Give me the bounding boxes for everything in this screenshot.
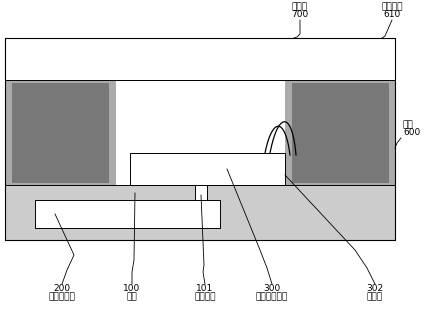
Text: 侧壁: 侧壁: [403, 120, 414, 129]
Text: 610: 610: [383, 10, 400, 19]
Text: 半导体激光器: 半导体激光器: [256, 292, 288, 301]
Bar: [5, 38, 395, 240]
Bar: [5, 80, 115, 185]
Text: 激光驱动器: 激光驱动器: [49, 292, 75, 301]
Text: 扩散板: 扩散板: [292, 2, 308, 11]
Text: 衬底: 衬底: [127, 292, 137, 301]
Text: 600: 600: [403, 128, 420, 137]
Bar: [115, 80, 285, 185]
Text: 接合线: 接合线: [367, 292, 383, 301]
Text: 100: 100: [123, 284, 140, 293]
Bar: [5, 80, 395, 185]
Bar: [195, 185, 207, 205]
Text: 700: 700: [291, 10, 309, 19]
Text: 300: 300: [264, 284, 280, 293]
Bar: [5, 38, 395, 80]
Bar: [5, 185, 395, 240]
Text: 连接通孔: 连接通孔: [194, 292, 216, 301]
Bar: [130, 153, 285, 185]
Text: 302: 302: [366, 284, 384, 293]
Bar: [35, 200, 220, 228]
Text: 储热材料: 储热材料: [381, 2, 403, 11]
Bar: [292, 83, 388, 182]
Bar: [12, 83, 108, 182]
Text: 101: 101: [196, 284, 214, 293]
Text: 200: 200: [54, 284, 70, 293]
Bar: [285, 80, 395, 185]
